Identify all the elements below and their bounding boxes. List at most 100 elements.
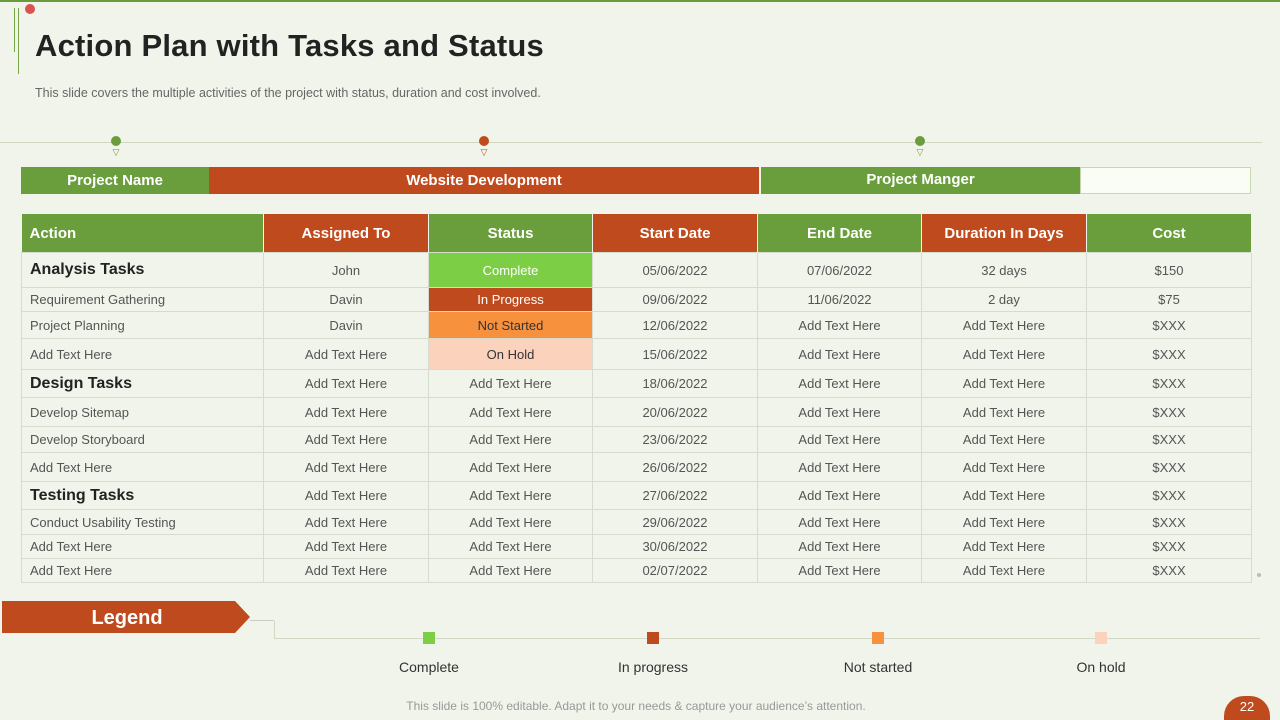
cell-start-date[interactable]: 26/06/2022 <box>592 452 758 482</box>
cell-action[interactable]: Add Text Here <box>21 534 264 559</box>
cell-assigned-to[interactable]: Davin <box>263 311 429 339</box>
cell-cost[interactable]: $XXX <box>1086 534 1252 559</box>
cell-duration[interactable]: Add Text Here <box>921 558 1087 583</box>
cell-status[interactable]: Add Text Here <box>428 509 593 535</box>
cell-cost[interactable]: $XXX <box>1086 397 1252 427</box>
cell-assigned-to[interactable]: Davin <box>263 287 429 312</box>
cell-start-date[interactable]: 12/06/2022 <box>592 311 758 339</box>
cell-start-date[interactable]: 05/06/2022 <box>592 252 758 288</box>
cell-cost[interactable]: $XXX <box>1086 509 1252 535</box>
cell-start-date[interactable]: 29/06/2022 <box>592 509 758 535</box>
table-row: Design Tasks Add Text Here Add Text Here… <box>21 369 1252 398</box>
cell-action[interactable]: Requirement Gathering <box>21 287 264 312</box>
cell-duration[interactable]: Add Text Here <box>921 338 1087 370</box>
cell-end-date[interactable]: Add Text Here <box>757 426 922 453</box>
cell-duration[interactable]: Add Text Here <box>921 397 1087 427</box>
cell-end-date[interactable]: 11/06/2022 <box>757 287 922 312</box>
table-row: Add Text Here Add Text Here Add Text Her… <box>21 452 1252 482</box>
cell-assigned-to[interactable]: Add Text Here <box>263 369 429 398</box>
cell-status[interactable]: On Hold <box>428 338 593 370</box>
cell-status[interactable]: Add Text Here <box>428 452 593 482</box>
cell-assigned-to[interactable]: Add Text Here <box>263 338 429 370</box>
table-corner-dot <box>1257 573 1261 577</box>
legend-item-in-progress: In progress <box>583 632 723 675</box>
cell-duration[interactable]: Add Text Here <box>921 481 1087 510</box>
cell-status[interactable]: Add Text Here <box>428 369 593 398</box>
cell-action[interactable]: Add Text Here <box>21 338 264 370</box>
cell-assigned-to[interactable]: Add Text Here <box>263 481 429 510</box>
cell-duration[interactable]: Add Text Here <box>921 534 1087 559</box>
cell-cost[interactable]: $XXX <box>1086 338 1252 370</box>
cell-end-date[interactable]: Add Text Here <box>757 534 922 559</box>
cell-start-date[interactable]: 09/06/2022 <box>592 287 758 312</box>
project-manager-value[interactable] <box>1080 167 1251 194</box>
cell-assigned-to[interactable]: Add Text Here <box>263 452 429 482</box>
page-number: 22 <box>1224 696 1270 720</box>
cell-status[interactable]: In Progress <box>428 287 593 312</box>
table-row: Requirement Gathering Davin In Progress … <box>21 287 1252 312</box>
cell-start-date[interactable]: 23/06/2022 <box>592 426 758 453</box>
cell-action[interactable]: Testing Tasks <box>21 481 264 510</box>
cell-assigned-to[interactable]: Add Text Here <box>263 558 429 583</box>
cell-duration[interactable]: Add Text Here <box>921 311 1087 339</box>
cell-status[interactable]: Complete <box>428 252 593 288</box>
cell-cost[interactable]: $XXX <box>1086 426 1252 453</box>
legend-label: Not started <box>843 659 913 675</box>
cell-status[interactable]: Not Started <box>428 311 593 339</box>
cell-start-date[interactable]: 20/06/2022 <box>592 397 758 427</box>
cell-start-date[interactable]: 15/06/2022 <box>592 338 758 370</box>
cell-action[interactable]: Design Tasks <box>21 369 264 398</box>
cell-end-date[interactable]: Add Text Here <box>757 558 922 583</box>
cell-action[interactable]: Analysis Tasks <box>21 252 264 288</box>
cell-cost[interactable]: $XXX <box>1086 369 1252 398</box>
cell-duration[interactable]: 32 days <box>921 252 1087 288</box>
cell-cost[interactable]: $XXX <box>1086 311 1252 339</box>
cell-end-date[interactable]: 07/06/2022 <box>757 252 922 288</box>
cell-cost[interactable]: $150 <box>1086 252 1252 288</box>
cell-status[interactable]: Add Text Here <box>428 534 593 559</box>
cell-status[interactable]: Add Text Here <box>428 397 593 427</box>
header-assigned-to: Assigned To <box>263 214 429 253</box>
project-name-marker: ▽ <box>110 136 122 157</box>
title-accent-line <box>14 8 15 52</box>
cell-assigned-to[interactable]: Add Text Here <box>263 426 429 453</box>
cell-end-date[interactable]: Add Text Here <box>757 397 922 427</box>
marker-triangle-icon: ▽ <box>112 147 120 157</box>
cell-duration[interactable]: Add Text Here <box>921 509 1087 535</box>
cell-assigned-to[interactable]: John <box>263 252 429 288</box>
cell-end-date[interactable]: Add Text Here <box>757 452 922 482</box>
cell-cost[interactable]: $XXX <box>1086 452 1252 482</box>
cell-action[interactable]: Develop Storyboard <box>21 426 264 453</box>
cell-duration[interactable]: Add Text Here <box>921 369 1087 398</box>
corner-dot-decoration <box>25 4 35 14</box>
cell-start-date[interactable]: 27/06/2022 <box>592 481 758 510</box>
cell-cost[interactable]: $75 <box>1086 287 1252 312</box>
marker-triangle-icon: ▽ <box>916 147 924 157</box>
cell-end-date[interactable]: Add Text Here <box>757 481 922 510</box>
cell-duration[interactable]: Add Text Here <box>921 452 1087 482</box>
cell-assigned-to[interactable]: Add Text Here <box>263 509 429 535</box>
cell-duration[interactable]: 2 day <box>921 287 1087 312</box>
cell-action[interactable]: Develop Sitemap <box>21 397 264 427</box>
cell-end-date[interactable]: Add Text Here <box>757 509 922 535</box>
legend-swatch-icon <box>1095 632 1107 644</box>
cell-status[interactable]: Add Text Here <box>428 481 593 510</box>
cell-action[interactable]: Project Planning <box>21 311 264 339</box>
cell-action[interactable]: Add Text Here <box>21 452 264 482</box>
cell-cost[interactable]: $XXX <box>1086 481 1252 510</box>
cell-end-date[interactable]: Add Text Here <box>757 338 922 370</box>
cell-action[interactable]: Conduct Usability Testing <box>21 509 264 535</box>
cell-start-date[interactable]: 30/06/2022 <box>592 534 758 559</box>
cell-action[interactable]: Add Text Here <box>21 558 264 583</box>
cell-status[interactable]: Add Text Here <box>428 426 593 453</box>
cell-start-date[interactable]: 18/06/2022 <box>592 369 758 398</box>
cell-end-date[interactable]: Add Text Here <box>757 369 922 398</box>
cell-start-date[interactable]: 02/07/2022 <box>592 558 758 583</box>
cell-cost[interactable]: $XXX <box>1086 558 1252 583</box>
action-plan-table: Action Assigned To Status Start Date End… <box>21 214 1252 583</box>
cell-assigned-to[interactable]: Add Text Here <box>263 534 429 559</box>
cell-duration[interactable]: Add Text Here <box>921 426 1087 453</box>
cell-status[interactable]: Add Text Here <box>428 558 593 583</box>
cell-end-date[interactable]: Add Text Here <box>757 311 922 339</box>
cell-assigned-to[interactable]: Add Text Here <box>263 397 429 427</box>
